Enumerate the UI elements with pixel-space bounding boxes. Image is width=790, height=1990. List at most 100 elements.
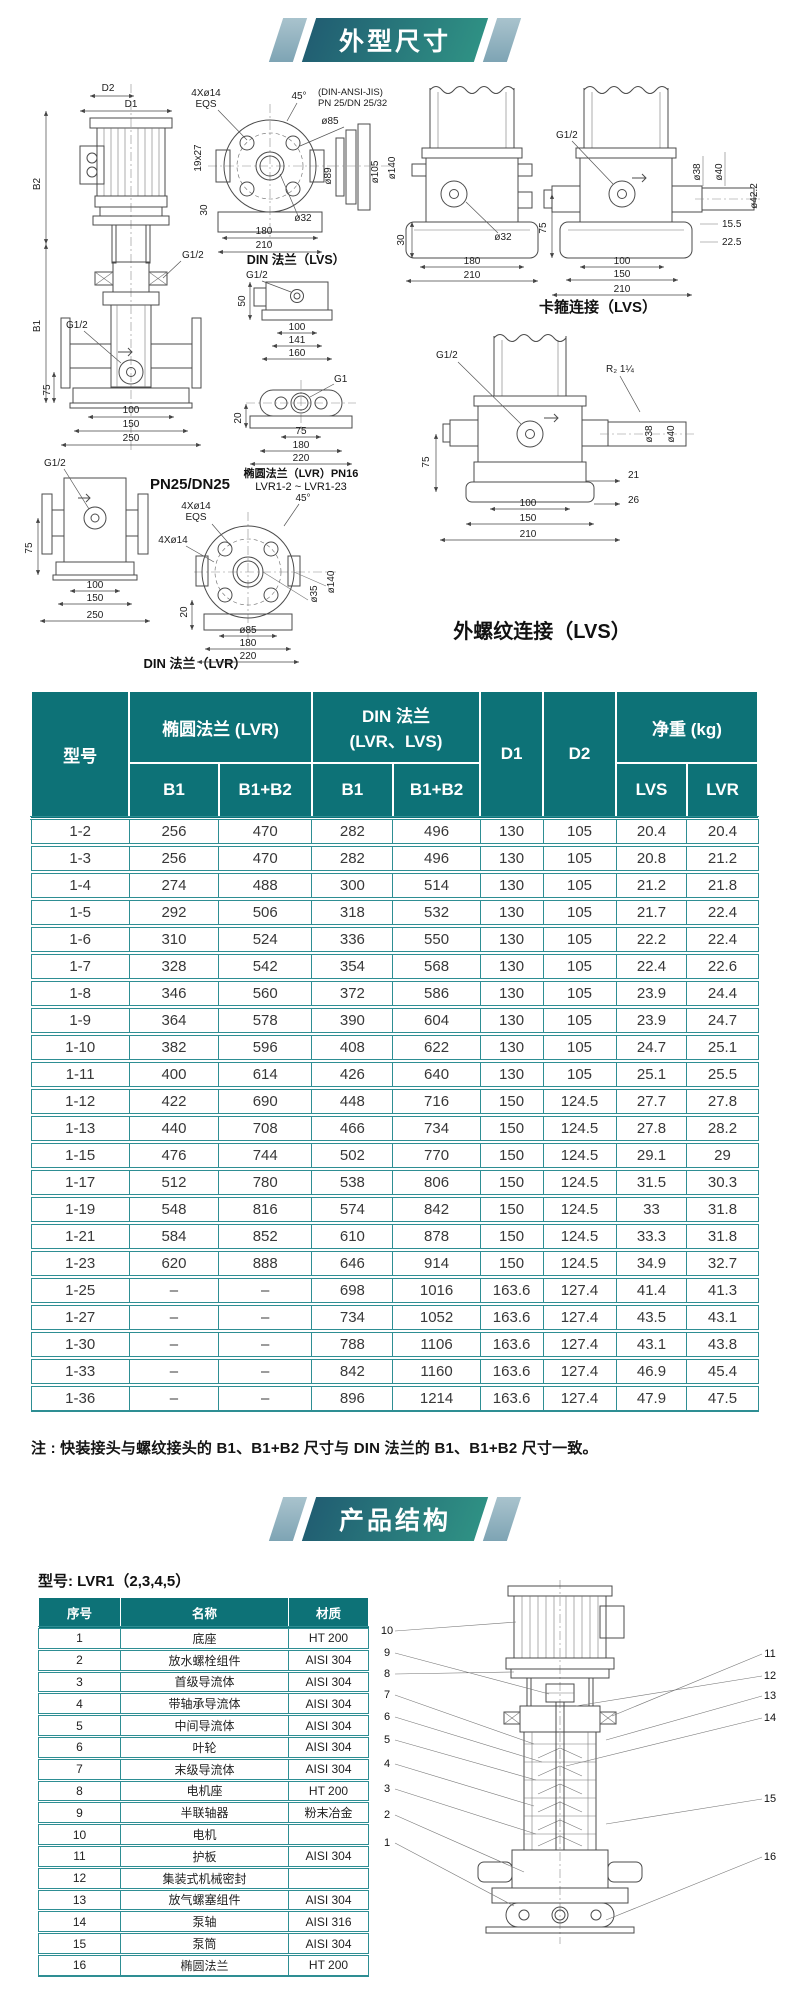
cell-weight-lvs: 31.5 bbox=[615, 1167, 688, 1196]
callout-left: 6 bbox=[384, 1711, 390, 1723]
callout-left: 8 bbox=[384, 1668, 390, 1680]
cell-d2: 124.5 bbox=[542, 1113, 617, 1142]
pump-cross-section: 10 9 8 7 6 5 4 3 2 1 11 12 13 14 15 16 bbox=[381, 1580, 776, 1944]
cell-lvr-b1b2: – bbox=[218, 1275, 313, 1304]
dim-label: G1/2 bbox=[556, 130, 578, 141]
section-title-structure: 产品结构 bbox=[338, 1507, 451, 1535]
table-row: 1-5 292 506 318 532 130 105 21.7 22.4 bbox=[30, 897, 759, 926]
callout-left: 3 bbox=[384, 1783, 390, 1795]
cell-d1: 130 bbox=[479, 978, 544, 1007]
dim-label: ø140 bbox=[326, 570, 337, 593]
drawing-pump-front: D2 D1 B2 B1 G1/2 G1/2 75 100 150 250 PN2… bbox=[32, 83, 230, 493]
cell-din-b1: 896 bbox=[311, 1383, 394, 1412]
cell-d2: 105 bbox=[542, 816, 617, 845]
cell-weight-lvr: 29 bbox=[686, 1140, 759, 1169]
dim-label: 50 bbox=[237, 295, 248, 307]
cell-weight-lvs: 41.4 bbox=[615, 1275, 688, 1304]
table-row: 1-11 400 614 426 640 130 105 25.1 25.5 bbox=[30, 1059, 759, 1088]
table-row: 1-17 512 780 538 806 150 124.5 31.5 30.3 bbox=[30, 1167, 759, 1196]
cell-part-no: 5 bbox=[38, 1713, 121, 1737]
dim-label: 30 bbox=[396, 234, 407, 246]
cell-weight-lvr: 21.8 bbox=[686, 870, 759, 899]
cell-part-material bbox=[288, 1865, 369, 1890]
drawing-caption: DIN 法兰（LVR） bbox=[143, 656, 246, 671]
callout-left: 4 bbox=[384, 1758, 390, 1770]
cell-model: 1-33 bbox=[30, 1356, 130, 1385]
cell-part-name: 椭圆法兰 bbox=[120, 1952, 289, 1977]
cell-d2: 127.4 bbox=[542, 1329, 617, 1358]
table-row: 1-13 440 708 466 734 150 124.5 27.8 28.2 bbox=[30, 1113, 759, 1142]
cell-part-name: 放气螺塞组件 bbox=[120, 1887, 289, 1911]
cell-d2: 105 bbox=[542, 897, 617, 926]
dim-label: B2 bbox=[32, 177, 43, 190]
dim-label: G1/2 bbox=[436, 350, 458, 361]
cell-lvr-b1: 440 bbox=[128, 1113, 220, 1142]
cell-lvr-b1b2: 816 bbox=[218, 1194, 313, 1223]
cell-weight-lvr: 20.4 bbox=[686, 816, 759, 845]
dim-label: 250 bbox=[123, 433, 140, 444]
cell-lvr-b1b2: 470 bbox=[218, 816, 313, 845]
banner-accent-left bbox=[268, 1497, 308, 1541]
cell-weight-lvs: 23.9 bbox=[615, 978, 688, 1007]
cell-weight-lvs: 20.4 bbox=[615, 816, 688, 845]
callout-right: 16 bbox=[764, 1851, 776, 1863]
cell-part-name: 底座 bbox=[120, 1626, 289, 1650]
cell-model: 1-21 bbox=[30, 1221, 130, 1250]
cell-d2: 124.5 bbox=[542, 1194, 617, 1223]
cell-lvr-b1b2: – bbox=[218, 1302, 313, 1331]
cell-weight-lvs: 43.5 bbox=[615, 1302, 688, 1331]
section-banner-structure: 产品结构 bbox=[0, 1497, 790, 1541]
dim-label: 180 bbox=[256, 226, 273, 237]
cell-din-b1b2: 1016 bbox=[392, 1275, 481, 1304]
dim-label: 75 bbox=[42, 384, 53, 396]
parts-col-material: 材质 bbox=[288, 1597, 369, 1628]
cell-d2: 105 bbox=[542, 870, 617, 899]
table-row: 1-15 476 744 502 770 150 124.5 29.1 29 bbox=[30, 1140, 759, 1169]
dim-label: 21 bbox=[628, 470, 640, 481]
cell-din-b1: 466 bbox=[311, 1113, 394, 1142]
drawing-thread-connection: G1/2 R₂ 1¼ 75 ø38 ø40 21 26 100 150 210 … bbox=[421, 334, 694, 643]
cell-part-material: HT 200 bbox=[288, 1952, 369, 1977]
cell-d2: 105 bbox=[542, 978, 617, 1007]
cell-lvr-b1: 512 bbox=[128, 1167, 220, 1196]
cell-din-b1b2: 586 bbox=[392, 978, 481, 1007]
dim-label: G1/2 bbox=[182, 250, 204, 261]
cell-part-material: AISI 304 bbox=[288, 1887, 369, 1911]
cell-d1: 163.6 bbox=[479, 1329, 544, 1358]
cell-model: 1-13 bbox=[30, 1113, 130, 1142]
parts-row: 14 泵轴 AISI 316 bbox=[38, 1909, 369, 1933]
dim-label: 20 bbox=[179, 606, 190, 618]
cell-lvr-b1: 584 bbox=[128, 1221, 220, 1250]
cell-part-name: 带轴承导流体 bbox=[120, 1691, 289, 1715]
cell-din-b1b2: 622 bbox=[392, 1032, 481, 1061]
cell-din-b1b2: 716 bbox=[392, 1086, 481, 1115]
cell-lvr-b1: 548 bbox=[128, 1194, 220, 1223]
drawing-din-lvr-side: G1/2 75 100 150 250 DIN 法兰（LVR） bbox=[24, 458, 247, 671]
cell-lvr-b1b2: 596 bbox=[218, 1032, 313, 1061]
cell-part-no: 14 bbox=[38, 1909, 121, 1933]
cell-part-material: AISI 304 bbox=[288, 1669, 369, 1693]
cell-lvr-b1b2: 524 bbox=[218, 924, 313, 953]
cell-din-b1b2: 914 bbox=[392, 1248, 481, 1277]
cell-weight-lvr: 31.8 bbox=[686, 1194, 759, 1223]
drawing-din-lvr-front: 4Xø14 EQS 45° 4Xø14 20 ø85 180 220 ø35 ø… bbox=[158, 493, 337, 665]
subcol-b1b2-din: B1+B2 bbox=[391, 762, 482, 819]
cell-weight-lvr: 21.2 bbox=[686, 843, 759, 872]
cell-model: 1-8 bbox=[30, 978, 130, 1007]
cell-weight-lvs: 25.1 bbox=[615, 1059, 688, 1088]
cell-din-b1b2: 550 bbox=[392, 924, 481, 953]
cell-part-no: 10 bbox=[38, 1822, 121, 1846]
parts-row: 7 末级导流体 AISI 304 bbox=[38, 1756, 369, 1781]
dim-label: 30 bbox=[199, 204, 210, 216]
cell-weight-lvr: 30.3 bbox=[686, 1167, 759, 1196]
col-header-din-line2: (LVR、LVS) bbox=[349, 732, 443, 751]
cell-din-b1: 574 bbox=[311, 1194, 394, 1223]
cell-din-b1: 282 bbox=[311, 816, 394, 845]
cell-weight-lvr: 28.2 bbox=[686, 1113, 759, 1142]
dim-label: EQS bbox=[185, 512, 206, 523]
dim-label: 210 bbox=[256, 240, 273, 251]
table-row: 1-10 382 596 408 622 130 105 24.7 25.1 bbox=[30, 1032, 759, 1061]
cell-din-b1b2: 496 bbox=[392, 843, 481, 872]
dim-label: ø32 bbox=[494, 232, 512, 243]
